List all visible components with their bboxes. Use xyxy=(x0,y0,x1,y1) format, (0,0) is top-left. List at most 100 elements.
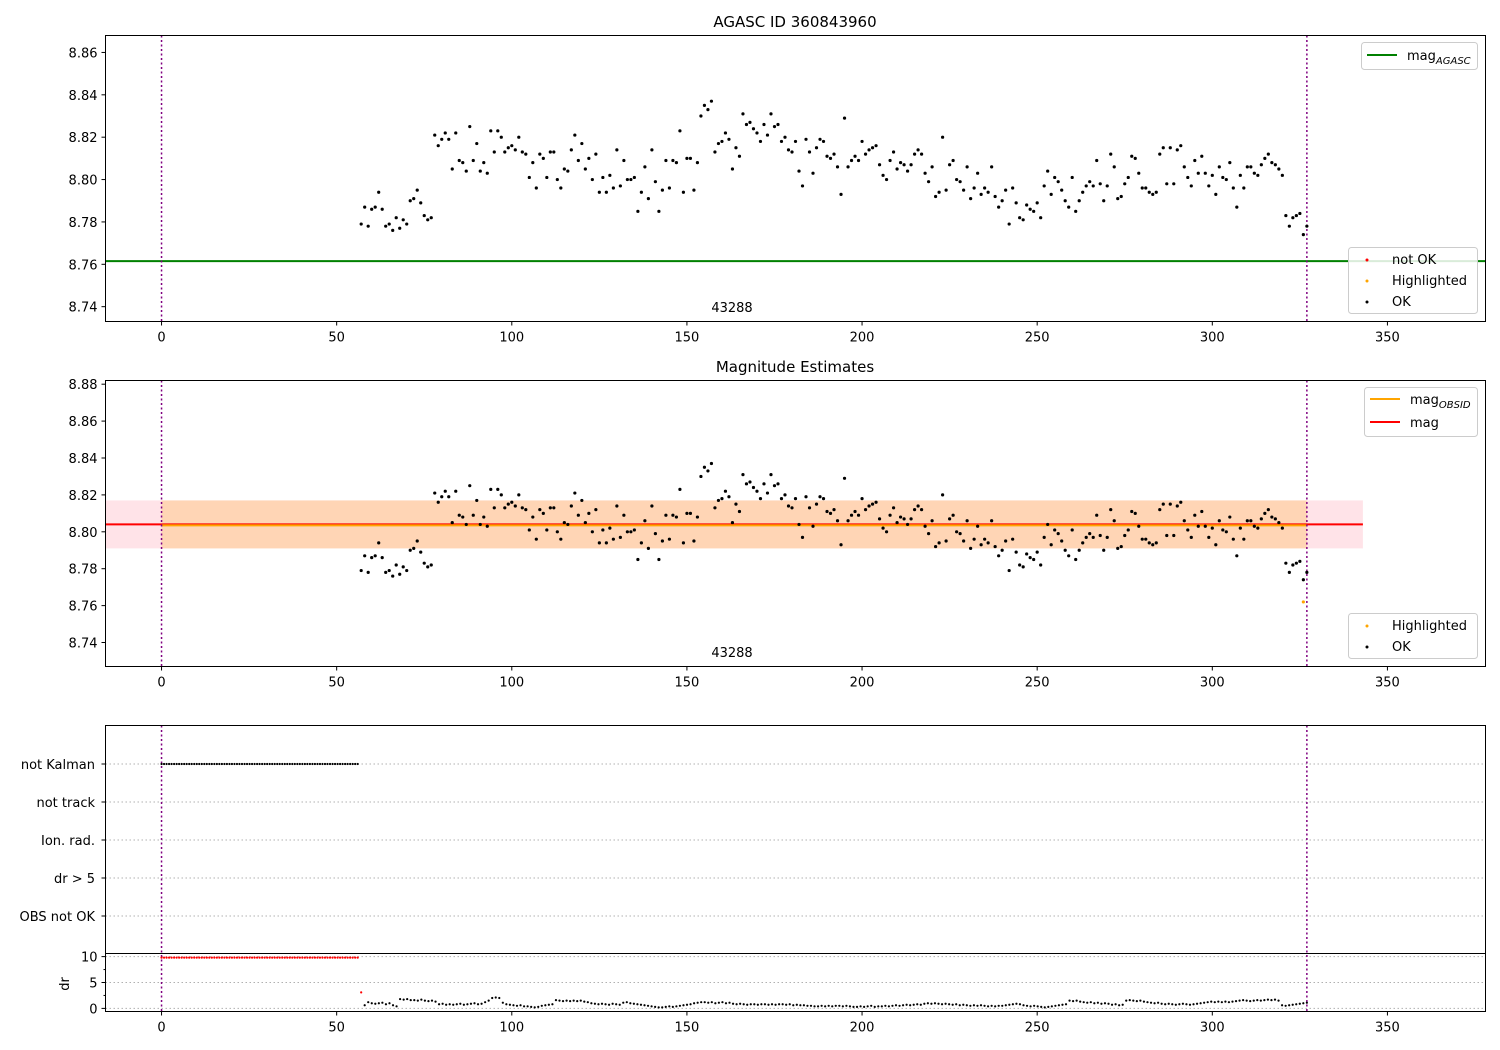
panel-2-ok-point xyxy=(380,556,384,560)
panel-1-ok-point xyxy=(1116,197,1120,201)
dr-ok-point xyxy=(377,1002,380,1005)
dr-ok-point xyxy=(395,1005,398,1008)
panel-1-ok-point xyxy=(419,201,423,205)
flag-point-not-kalman xyxy=(276,762,279,766)
flag-point-not-kalman xyxy=(220,762,223,766)
dr-ok-point xyxy=(923,1002,926,1005)
panel-2-ok-point xyxy=(1063,548,1067,552)
panel-2-ok-point xyxy=(650,504,654,508)
dr-ok-point xyxy=(512,1004,515,1007)
panel-2-ok-point xyxy=(905,522,910,527)
panel-1-legend-upper: magAGASC xyxy=(1361,42,1478,70)
panel-1-ok-point xyxy=(1263,156,1267,160)
flag-point-not-kalman xyxy=(301,762,304,766)
panel-1-ok-point xyxy=(363,205,367,209)
panel-2-annotation: 43288 xyxy=(711,646,752,661)
panel-2-ok-point xyxy=(1126,528,1130,532)
dr-ok-point xyxy=(937,1002,940,1005)
panel-2-ok-point xyxy=(828,511,833,515)
dr-ok-point xyxy=(827,1004,830,1007)
panel-1-ok-point xyxy=(398,226,402,230)
panel-2-ok-point xyxy=(895,520,899,525)
panel-2-ok-point xyxy=(548,506,552,510)
dr-ok-point xyxy=(802,1004,806,1007)
panel-2-ok-point xyxy=(1137,524,1141,528)
dr-not-ok-point xyxy=(180,956,183,959)
panel-1-ok-point xyxy=(1126,175,1130,180)
panel-1-ok-point xyxy=(373,205,377,209)
dr-not-ok-point xyxy=(248,956,251,959)
dr-ok-point xyxy=(746,1003,749,1006)
panel-2-ok-point xyxy=(1035,550,1039,554)
dr-not-ok-point xyxy=(328,956,332,959)
flag-point-not-kalman xyxy=(203,762,206,766)
flag-point-not-kalman xyxy=(223,762,226,766)
dr-not-ok-point xyxy=(341,956,344,959)
dr-not-ok-point xyxy=(271,956,274,959)
dr-ok-point xyxy=(1242,999,1245,1002)
panel-1-ok-point xyxy=(436,144,440,148)
dr-ok-point xyxy=(1277,999,1280,1002)
panel-2-ok-point xyxy=(955,530,959,534)
dr-ok-point xyxy=(1231,1000,1234,1003)
flag-point-not-kalman xyxy=(271,762,274,766)
dr-ok-point xyxy=(413,999,416,1002)
dr-ok-point xyxy=(838,1004,841,1007)
flag-point-not-kalman xyxy=(349,762,352,766)
panel-1-ok-point xyxy=(909,163,913,167)
panel-1-ok-point xyxy=(1196,171,1200,175)
dr-ok-point xyxy=(1029,1005,1032,1008)
panel-1-ok-point xyxy=(370,207,374,211)
dr-ok-point xyxy=(894,1004,898,1007)
panel-1-ok-point xyxy=(520,150,524,154)
dr-not-ok-point xyxy=(165,956,168,959)
dr-ok-point xyxy=(820,1004,823,1007)
panel-2-ok-point xyxy=(1123,533,1127,538)
panel-1-ok-point xyxy=(926,180,931,184)
panel-3-xtick-label: 100 xyxy=(499,1021,524,1036)
dr-ytick-label: 5 xyxy=(89,977,97,992)
panel-1-ok-point xyxy=(1221,175,1225,180)
panel-2-ok-point xyxy=(807,506,812,510)
dr-ok-point xyxy=(1305,1001,1308,1004)
panel-2-ok-point xyxy=(912,508,917,512)
panel-2-ok-point xyxy=(737,509,742,514)
panel-2-ok-point xyxy=(846,519,850,523)
panel-2-ok-point xyxy=(415,539,419,543)
dr-ok-point xyxy=(466,1003,469,1006)
flag-point-not-kalman xyxy=(268,762,271,766)
panel-1-ok-point xyxy=(618,184,622,188)
panel-1-ok-point xyxy=(962,188,966,192)
panel-1-ok-point xyxy=(993,194,997,199)
panel-2-ok-point xyxy=(1203,524,1207,528)
dr-ok-point xyxy=(654,1005,657,1008)
dr-not-ok-point xyxy=(356,956,359,959)
dr-ok-point xyxy=(1288,1004,1291,1007)
panel-2-ytick-label: 8.76 xyxy=(69,600,98,615)
panel-1-ok-point xyxy=(965,165,969,169)
flag-point-not-kalman xyxy=(180,762,183,766)
dr-ok-point xyxy=(402,998,405,1001)
dr-not-ok-point xyxy=(195,956,198,959)
panel-2-ok-point xyxy=(363,554,367,558)
dr-ok-point xyxy=(1238,999,1241,1002)
flag-point-not-kalman xyxy=(336,762,339,766)
panel-2-xtick-label: 350 xyxy=(1375,676,1400,691)
dr-ok-point xyxy=(399,997,402,1001)
panel-2-ok-point xyxy=(674,515,679,519)
panel-1-ok-point xyxy=(779,139,784,144)
panel-2-ok-point xyxy=(706,469,710,473)
dr-ok-point xyxy=(912,1003,915,1006)
panel-1-ok-point xyxy=(1231,186,1235,190)
flag-point-not-kalman xyxy=(321,762,324,766)
panel-1-ok-point xyxy=(1242,186,1246,190)
dr-ok-point xyxy=(1103,1002,1107,1005)
dr-ok-point xyxy=(756,1003,759,1006)
dr-ok-point xyxy=(1118,1004,1121,1007)
flag-point-not-kalman xyxy=(235,762,239,766)
flag-point-not-kalman xyxy=(178,762,181,766)
dr-ok-point xyxy=(778,1003,781,1006)
panel-1-xtick-label: 200 xyxy=(850,331,875,346)
dr-ok-point xyxy=(1008,1003,1011,1006)
panel-2-ok-point xyxy=(1028,556,1032,560)
